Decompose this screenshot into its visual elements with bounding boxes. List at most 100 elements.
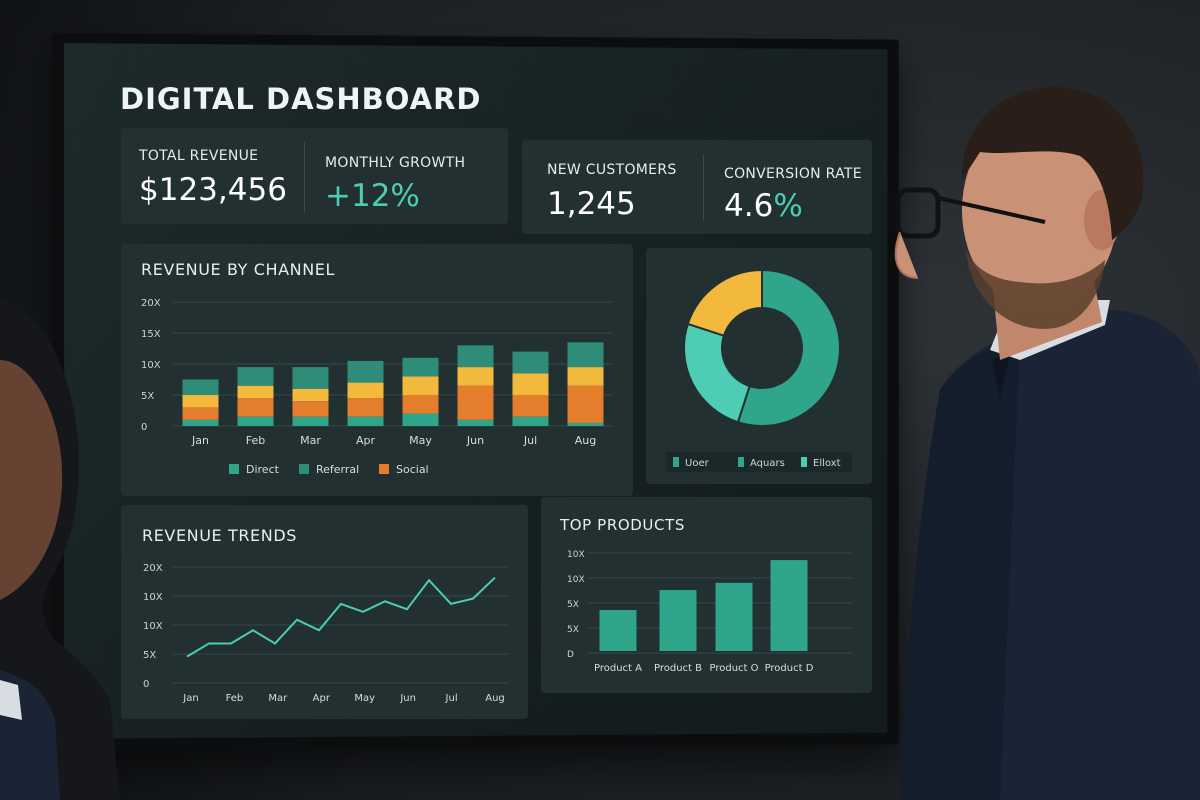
x-tick-label: Jul xyxy=(445,693,458,704)
y-tick-label: 5X xyxy=(141,391,154,402)
channel-share-panel: Uoer Aquars Elloxt xyxy=(646,248,872,484)
x-tick-label: Mar xyxy=(300,434,321,447)
revenue-trends-title: REVENUE TRENDS xyxy=(142,526,298,545)
kpi-label-monthly-growth: MONTHLY GROWTH xyxy=(325,155,466,171)
revenue-by-channel-panel: REVENUE BY CHANNEL 0 5X 10X 15X 20X Jan Feb Mar… xyxy=(121,244,633,496)
bar-segment-direct xyxy=(567,422,604,426)
x-tick-label: Feb xyxy=(226,693,244,704)
bar-segment-top xyxy=(457,345,494,368)
kpi-label-conversion-rate: CONVERSION RATE xyxy=(724,166,862,182)
bar-segment-direct xyxy=(347,416,384,426)
y-tick-label: 10X xyxy=(141,360,161,371)
x-tick-label: May xyxy=(354,693,375,704)
y-tick-label: 5X xyxy=(143,650,156,661)
kpi-divider xyxy=(304,142,305,212)
bar-segment-top xyxy=(182,379,219,395)
bar-segment-social xyxy=(237,398,274,417)
bar-segment-referral xyxy=(237,385,274,399)
revenue-trends-chart: 20X 10X 10X 5X 0 Jan Feb Mar Apr May Jun Jul Aug xyxy=(143,563,509,704)
bar-segment-top xyxy=(402,357,439,377)
bar-segment-social xyxy=(347,398,384,417)
bar-segment-top xyxy=(292,367,329,389)
legend-label: Elloxt xyxy=(813,458,841,469)
bar-segment-direct xyxy=(182,419,219,426)
legend-swatch xyxy=(229,464,239,474)
kpi-divider xyxy=(703,154,704,220)
bar-segment-referral xyxy=(292,388,329,402)
trend-line xyxy=(186,576,496,658)
bar-segment-direct xyxy=(237,416,274,426)
bar-segment-referral xyxy=(347,382,384,399)
x-tick-label: Apr xyxy=(356,434,376,447)
bar-segment-referral xyxy=(182,395,219,408)
kpi-value-new-customers: 1,245 xyxy=(547,186,636,222)
dashboard-title: DIGITAL DASHBOARD xyxy=(120,82,482,116)
product-bar xyxy=(715,582,753,651)
bar-segment-referral xyxy=(512,373,549,395)
y-tick-label: 20X xyxy=(141,298,161,309)
bar-segment-top xyxy=(237,367,274,386)
top-products-chart: 10X 10X 5X 5X D Product A Product B Product O Pr… xyxy=(567,550,853,674)
x-tick-label: Apr xyxy=(313,693,331,704)
donut-slice-elloxt xyxy=(686,268,763,337)
x-tick-label: May xyxy=(409,434,432,447)
channel-share-donut: Uoer Aquars Elloxt xyxy=(666,268,852,472)
revenue-trends-panel: REVENUE TRENDS 20X 10X 10X 5X 0 Jan Feb Mar Apr M… xyxy=(121,505,528,719)
bar-segment-direct xyxy=(292,416,329,426)
kpi-value-conversion-rate-number: 4.6 xyxy=(724,188,774,224)
legend-label: Social xyxy=(396,463,429,476)
legend-swatch xyxy=(299,464,309,474)
y-tick-label: 15X xyxy=(141,329,161,340)
x-tick-label: Jun xyxy=(399,693,416,704)
bar-segment-direct xyxy=(512,416,549,426)
legend-swatch xyxy=(801,457,807,467)
bar-segment-social xyxy=(292,401,329,417)
x-tick-label: Mar xyxy=(268,693,288,704)
x-tick-label: Product A xyxy=(594,663,642,674)
bar-segment-referral xyxy=(567,367,604,386)
x-tick-label: Product O xyxy=(709,663,758,674)
y-tick-label: 10X xyxy=(143,592,163,603)
kpi-value-monthly-growth: +12% xyxy=(325,178,420,214)
y-tick-label: 10X xyxy=(567,550,585,560)
y-tick-label: 10X xyxy=(143,621,163,632)
bar-segment-social xyxy=(512,395,549,417)
bar-segment-top xyxy=(512,351,549,374)
x-tick-label: Jan xyxy=(182,693,198,704)
x-tick-label: Jun xyxy=(466,434,484,447)
kpi-panel-revenue-growth: TOTAL REVENUE $123,456 MONTHLY GROWTH +1… xyxy=(121,128,508,224)
legend-label: Referral xyxy=(316,463,359,476)
product-bar xyxy=(770,560,808,651)
x-tick-label: Jul xyxy=(523,434,537,447)
revenue-by-channel-chart: 0 5X 10X 15X 20X Jan Feb Mar Apr May Jun Jul Aug Dire… xyxy=(141,298,613,476)
x-tick-label: Jan xyxy=(191,434,209,447)
x-tick-label: Product B xyxy=(654,663,702,674)
x-tick-label: Product D xyxy=(765,663,814,674)
bar-segment-top xyxy=(347,360,384,383)
revenue-by-channel-title: REVENUE BY CHANNEL xyxy=(141,260,336,279)
bar-segment-social xyxy=(402,395,439,414)
legend-label: Uoer xyxy=(685,458,710,469)
y-tick-label: D xyxy=(567,650,574,660)
left-person-silhouette xyxy=(0,300,120,800)
top-products-panel: TOP PRODUCTS 10X 10X 5X 5X D Product A Product… xyxy=(541,497,872,693)
bar-segment-top xyxy=(567,342,604,368)
kpi-value-conversion-rate-percent: % xyxy=(773,188,803,224)
kpi-value-conversion-rate: 4.6% xyxy=(724,188,803,224)
y-tick-label: 5X xyxy=(567,600,579,610)
kpi-panel-customers-conversion: NEW CUSTOMERS 1,245 CONVERSION RATE 4.6% xyxy=(522,140,872,234)
product-bar xyxy=(659,590,697,651)
bar-segment-direct xyxy=(457,419,494,426)
bar-segment-social xyxy=(457,385,494,420)
y-tick-label: 5X xyxy=(567,625,579,635)
y-tick-label: 10X xyxy=(567,575,585,585)
x-tick-label: Aug xyxy=(575,434,596,447)
legend-swatch xyxy=(738,457,744,467)
product-bar xyxy=(599,610,637,651)
legend-label: Direct xyxy=(246,463,280,476)
bar-segment-social xyxy=(567,385,604,423)
kpi-value-total-revenue: $123,456 xyxy=(139,172,287,208)
legend-swatch xyxy=(673,457,679,467)
x-tick-label: Feb xyxy=(246,434,265,447)
